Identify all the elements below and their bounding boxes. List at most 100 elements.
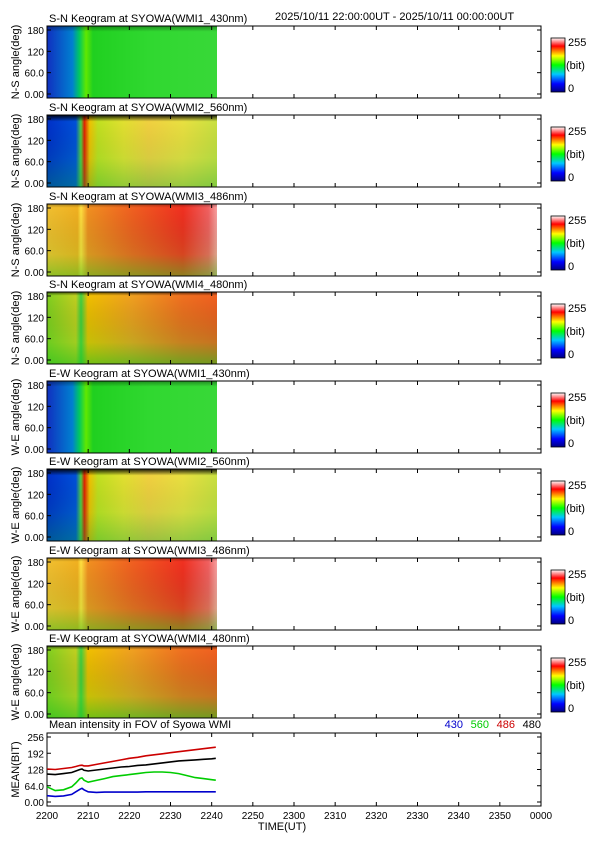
y-axis-label: MEAN(BIT): [10, 741, 22, 797]
y-tick-label: 0.00: [25, 533, 45, 544]
colorbar-unit-label: (bit): [566, 680, 585, 692]
series-line-560: [46, 771, 216, 792]
y-tick-label: 64.0: [25, 782, 45, 793]
keogram-shading: [47, 558, 217, 630]
colorbar-max-label: 255: [568, 37, 586, 49]
y-tick-label: 180: [27, 292, 44, 303]
colorbar-unit-label: (bit): [566, 592, 585, 604]
mean-intensity-chart: Mean intensity in FOV of Syowa WMI 480 486…: [10, 719, 553, 833]
y-tick-label: 120: [27, 313, 44, 324]
x-tick-label: 2300: [283, 811, 306, 822]
keogram-panel: E-W Keogram at SYOWA(WMI4_480nm) 180 120 60…: [10, 633, 586, 721]
colorbar-unit-label: (bit): [566, 238, 585, 250]
series-line-430: [46, 787, 216, 798]
y-axis-label: W-E angle(deg): [10, 556, 22, 633]
y-tick-label: 120: [27, 136, 44, 147]
panel-title: E-W Keogram at SYOWA(WMI3_486nm): [49, 545, 250, 557]
y-tick-label: 60.0: [25, 512, 45, 523]
y-tick-label: 60.0: [25, 69, 45, 80]
colorbar-unit-label: (bit): [566, 326, 585, 338]
x-tick-label: 2210: [77, 811, 100, 822]
y-tick-label: 0.00: [25, 798, 45, 809]
y-axis-label: W-E angle(deg): [10, 379, 22, 456]
panel-title: E-W Keogram at SYOWA(WMI2_560nm): [49, 456, 250, 468]
colorbar-min-label: 0: [568, 615, 574, 627]
colorbar-unit-label: (bit): [566, 503, 585, 515]
colorbar: [550, 657, 566, 713]
y-tick-label: 180: [27, 646, 44, 657]
keogram-panel: S-N Keogram at SYOWA(WMI2_560nm) 180 120 60…: [10, 102, 586, 190]
x-tick-label: 2240: [201, 811, 224, 822]
y-tick-label: 60.0: [25, 247, 45, 258]
y-tick-label: 0.00: [25, 445, 45, 456]
y-tick-label: 180: [27, 558, 44, 569]
y-tick-label: 0.00: [25, 179, 45, 190]
keogram-shading: [47, 381, 217, 453]
y-axis-label: W-E angle(deg): [10, 644, 22, 721]
y-tick-label: 0.00: [25, 622, 45, 633]
keogram-shading: [47, 115, 217, 187]
colorbar: [550, 303, 566, 359]
keogram-panel: S-N Keogram at SYOWA(WMI3_486nm) 180 120 60…: [10, 191, 586, 279]
x-tick-label: 2200: [36, 811, 59, 822]
colorbar-max-label: 255: [568, 657, 586, 669]
panel-title: S-N Keogram at SYOWA(WMI1_430nm): [49, 13, 247, 25]
y-tick-label: 60.0: [25, 689, 45, 700]
colorbar-min-label: 0: [568, 703, 574, 715]
colorbar-max-label: 255: [568, 303, 586, 315]
colorbar-max-label: 255: [568, 392, 586, 404]
y-tick-label: 180: [27, 381, 44, 392]
y-tick-label: 60.0: [25, 158, 45, 169]
y-axis-label: N-S angle(deg): [10, 203, 22, 278]
panel-title: E-W Keogram at SYOWA(WMI4_480nm): [49, 633, 250, 645]
panel-title: S-N Keogram at SYOWA(WMI2_560nm): [49, 102, 247, 114]
legend-entry: 480: [523, 719, 541, 731]
colorbar-unit-label: (bit): [566, 149, 585, 161]
y-tick-label: 120: [27, 402, 44, 413]
x-tick-label: 2320: [365, 811, 388, 822]
panel-title: S-N Keogram at SYOWA(WMI3_486nm): [49, 191, 247, 203]
legend-entry: 560: [471, 719, 489, 731]
y-tick-label: 180: [27, 469, 44, 480]
colorbar-max-label: 255: [568, 569, 586, 581]
series-line-486: [46, 746, 216, 771]
y-tick-label: 128: [27, 766, 44, 777]
y-axis-label: W-E angle(deg): [10, 467, 22, 544]
keogram-panels: S-N Keogram at SYOWA(WMI1_430nm) 180 120 60…: [10, 13, 586, 721]
colorbar: [550, 569, 566, 625]
time-range-header: 2025/10/11 22:00:00UT - 2025/10/11 00:00…: [275, 11, 514, 23]
colorbar-max-label: 255: [568, 215, 586, 227]
x-tick-label: 2250: [242, 811, 265, 822]
panel-title: S-N Keogram at SYOWA(WMI4_480nm): [49, 279, 247, 291]
x-tick-label: 2220: [118, 811, 141, 822]
y-tick-label: 180: [27, 204, 44, 215]
keogram-shading: [47, 292, 217, 364]
y-tick-label: 60.0: [25, 601, 45, 612]
keogram-panel: S-N Keogram at SYOWA(WMI1_430nm) 180 120 60…: [10, 13, 586, 101]
keogram-shading: [47, 204, 217, 276]
chart-title: Mean intensity in FOV of Syowa WMI: [49, 719, 231, 731]
y-tick-label: 0.00: [25, 356, 45, 367]
y-axis-label: N-S angle(deg): [10, 114, 22, 189]
colorbar-min-label: 0: [568, 526, 574, 538]
y-tick-label: 120: [27, 490, 44, 501]
colorbar-min-label: 0: [568, 261, 574, 273]
panel-title: E-W Keogram at SYOWA(WMI1_430nm): [49, 368, 250, 380]
x-tick-label: 2330: [406, 811, 429, 822]
colorbar: [550, 37, 566, 93]
keogram-shading: [47, 646, 217, 718]
colorbar-min-label: 0: [568, 83, 574, 95]
y-tick-label: 180: [27, 26, 44, 37]
keogram-shading: [47, 469, 217, 541]
colorbar-max-label: 255: [568, 126, 586, 138]
x-tick-label: 2350: [489, 811, 512, 822]
x-tick-label: 2310: [324, 811, 347, 822]
colorbar: [550, 215, 566, 271]
colorbar-max-label: 255: [568, 480, 586, 492]
y-axis-label: N-S angle(deg): [10, 291, 22, 366]
y-tick-label: 120: [27, 667, 44, 678]
y-tick-label: 0.00: [25, 268, 45, 279]
keogram-panel: S-N Keogram at SYOWA(WMI4_480nm) 180 120 60…: [10, 279, 586, 367]
colorbar-min-label: 0: [568, 172, 574, 184]
